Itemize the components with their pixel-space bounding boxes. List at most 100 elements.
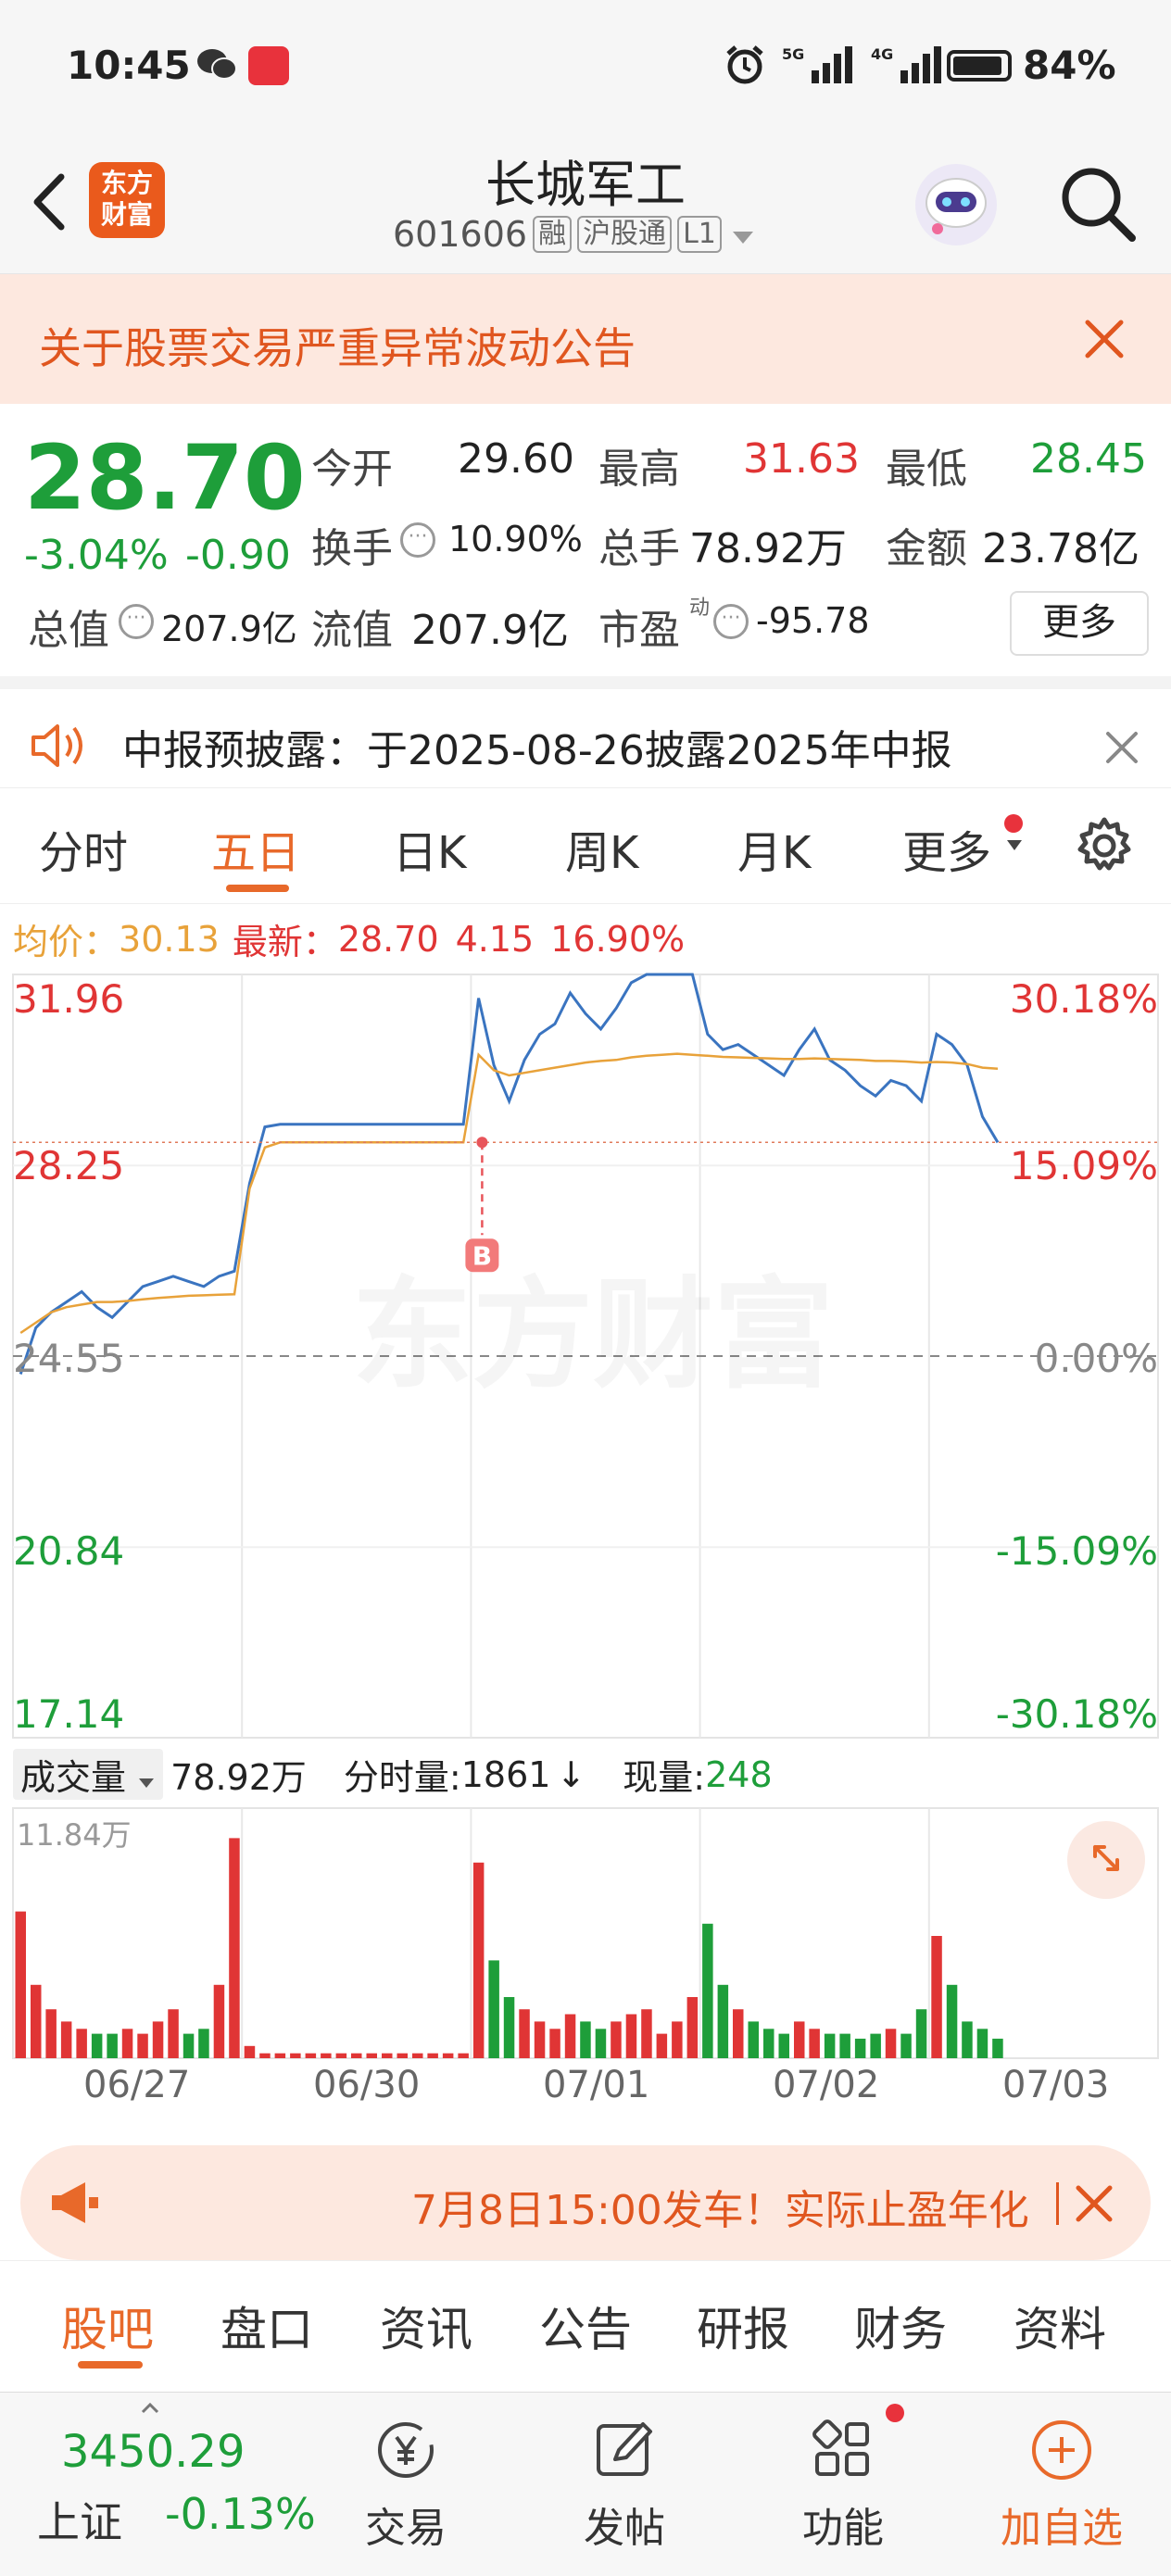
tab-monthly-k[interactable]: 月K xyxy=(737,827,812,879)
x-tick-label: 07/03 xyxy=(1002,2064,1110,2106)
section-tab-news[interactable]: 资讯 xyxy=(380,2303,472,2356)
tab-more[interactable]: 更多 xyxy=(902,827,992,879)
battery-icon xyxy=(947,50,1012,82)
volume-bar xyxy=(183,2033,195,2058)
x-tick-label: 06/30 xyxy=(313,2064,421,2106)
expand-icon[interactable] xyxy=(1067,1821,1145,1899)
volume-bar xyxy=(458,2053,469,2058)
svg-text:4G: 4G xyxy=(871,45,893,63)
minute-volume-label: 分时量: xyxy=(343,1757,461,1798)
tabbar-function[interactable]: 功能 xyxy=(760,2393,926,2552)
volume-bar xyxy=(641,2009,652,2058)
mktcap-info-icon[interactable]: ··· xyxy=(119,604,154,639)
volume-bar xyxy=(549,2029,560,2058)
promo-close-icon[interactable] xyxy=(1073,2182,1115,2229)
volume-bar xyxy=(778,2033,789,2058)
promo-text: 7月8日15:00发车！实际止盈年化 xyxy=(411,2187,1029,2234)
promo-banner[interactable]: 7月8日15:00发车！实际止盈年化 xyxy=(20,2145,1151,2260)
volume-bar xyxy=(305,2053,317,2058)
volume-chart[interactable] xyxy=(0,1806,1171,2060)
search-icon[interactable] xyxy=(1056,162,1140,245)
stock-header: 东方 财富 长城军工 601606 融 沪股通 L1 xyxy=(0,134,1171,274)
wechat-icon xyxy=(196,48,237,82)
y-left-tick-4: 20.84 xyxy=(13,1528,125,1574)
promo-divider xyxy=(1056,2182,1059,2225)
tab-intraday[interactable]: 分时 xyxy=(39,827,129,879)
volume-bar xyxy=(45,2009,57,2058)
more-button[interactable]: 更多 xyxy=(1010,591,1149,656)
volume-bar xyxy=(60,2021,72,2058)
amount-value: 23.78亿 xyxy=(982,525,1140,572)
volume-bar xyxy=(702,1923,713,2058)
dropdown-caret-icon xyxy=(731,214,755,255)
section-tab-orderbook[interactable]: 盘口 xyxy=(220,2303,313,2356)
close-icon[interactable] xyxy=(1082,317,1127,361)
svg-text:5G: 5G xyxy=(782,45,804,63)
volume-bar xyxy=(244,2045,256,2058)
tab-five-day[interactable]: 五日 xyxy=(211,827,301,879)
buy-marker-dot xyxy=(476,1137,488,1149)
tabbar-post[interactable]: 发帖 xyxy=(541,2393,708,2552)
section-tab-announcements[interactable]: 公告 xyxy=(539,2303,632,2356)
margin-badge: 融 xyxy=(533,216,573,253)
current-volume-value: 248 xyxy=(705,1753,773,1795)
section-tab-guba[interactable]: 股吧 xyxy=(61,2303,154,2356)
avg-price-label: 均价： xyxy=(13,922,120,962)
app-notification-icon xyxy=(248,46,289,85)
section-tab-finance[interactable]: 财务 xyxy=(854,2303,947,2356)
notice-banner[interactable]: 关于股票交易严重异常波动公告 xyxy=(0,274,1171,404)
volume-bar xyxy=(442,2053,454,2058)
volume-bar xyxy=(274,2053,286,2058)
volume-bar xyxy=(152,2021,164,2058)
back-button[interactable] xyxy=(22,170,78,234)
volume-caret-icon xyxy=(139,1778,155,1788)
robot-assistant-icon[interactable] xyxy=(910,158,1002,251)
tab-daily-k[interactable]: 日K xyxy=(393,827,467,879)
section-tab-profile[interactable]: 资料 xyxy=(1014,2303,1106,2356)
section-tab-research[interactable]: 研报 xyxy=(697,2303,789,2356)
volume-bar xyxy=(168,2009,179,2058)
stock-code-row[interactable]: 601606 融 沪股通 L1 xyxy=(393,214,755,255)
index-widget[interactable]: 3450.29 上证 -0.13% xyxy=(33,2393,316,2576)
chart-legend: 均价： 30.13 最新： 28.70 4.15 16.90% xyxy=(13,913,685,964)
mktcap-label: 总值 xyxy=(28,607,109,654)
tabbar-function-label: 功能 xyxy=(802,2505,884,2552)
buy-marker-text: B xyxy=(472,1240,492,1271)
settings-gear-icon[interactable] xyxy=(1075,816,1134,879)
volume-bar xyxy=(564,2014,576,2058)
volume-bar xyxy=(397,2053,408,2058)
change-value: -0.90 xyxy=(185,532,291,579)
volume-bar xyxy=(519,2009,530,2058)
avg-price-value: 30.13 xyxy=(119,918,220,960)
active-tab-indicator xyxy=(226,885,289,892)
quote-panel: 28.70 -3.04% -0.90 今开 29.60 最高 31.63 最低 … xyxy=(0,404,1171,676)
pe-label: 市盈 xyxy=(598,607,680,654)
volume-bar xyxy=(335,2053,347,2058)
volume-bar xyxy=(382,2053,393,2058)
report-close-icon[interactable] xyxy=(1104,730,1140,769)
y-left-tick-prevclose: 24.55 xyxy=(13,1336,125,1381)
volume-bar xyxy=(198,2029,209,2058)
tabbar-add-watchlist[interactable]: 加自选 xyxy=(978,2393,1145,2552)
volume-bar xyxy=(121,2029,133,2058)
tab-weekly-k[interactable]: 周K xyxy=(565,827,639,879)
price-chart[interactable]: 东方财富 B xyxy=(0,969,1171,1743)
volume-bar xyxy=(31,1984,42,2058)
volume-bar xyxy=(229,1838,240,2058)
volume-bar xyxy=(611,2021,622,2058)
level-badge: L1 xyxy=(677,216,722,253)
tabbar-trade-label: 交易 xyxy=(365,2505,447,2552)
pe-value: -95.78 xyxy=(756,600,870,641)
volume-bar xyxy=(839,2033,850,2058)
volume-bar xyxy=(427,2053,438,2058)
change-percent: -3.04% xyxy=(24,532,169,579)
volume-bar xyxy=(580,2021,591,2058)
y-right-tick-4: -15.09% xyxy=(995,1528,1158,1574)
info-icon[interactable]: ··· xyxy=(400,522,435,558)
volume-bar xyxy=(686,1997,699,2058)
tabbar-trade[interactable]: 交易 xyxy=(322,2393,489,2552)
volume-bar xyxy=(213,1984,225,2058)
volume-selector[interactable]: 成交量 xyxy=(13,1749,164,1800)
report-notice[interactable]: 中报预披露：于2025-08-26披露2025年中报 xyxy=(0,676,1171,800)
pe-info-icon[interactable]: ··· xyxy=(713,604,749,639)
